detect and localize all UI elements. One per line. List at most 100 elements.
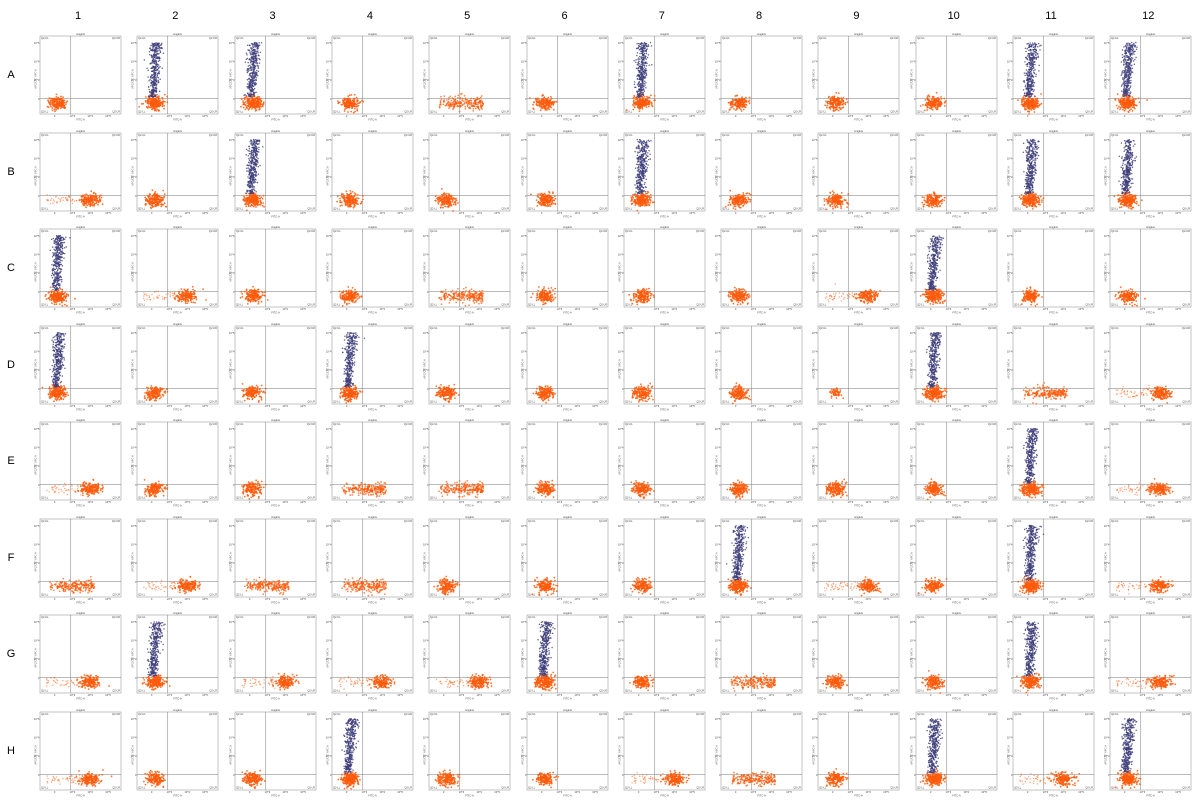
y-tick-label: 10^5 — [34, 137, 40, 141]
event-dot — [729, 104, 732, 107]
event-dot — [1134, 58, 1136, 61]
column-label: 11 — [1036, 10, 1066, 22]
quadrant-label: Q2-LR — [502, 110, 510, 114]
event-dot — [156, 46, 158, 48]
event-dot — [937, 104, 939, 107]
event-dot — [250, 72, 252, 74]
event-dot — [246, 104, 249, 107]
x-axis-label: FITC-A — [466, 118, 475, 122]
event-dot — [251, 47, 253, 49]
event-dot — [1024, 95, 1027, 97]
y-tick-label: 10^3 — [326, 78, 332, 82]
x-axis-label: FITC-A — [368, 118, 377, 122]
event-dot — [250, 86, 252, 88]
event-dot — [49, 103, 51, 106]
event-dot — [1034, 105, 1037, 108]
event-dot — [447, 103, 450, 106]
row-label: F — [2, 552, 20, 564]
event-dot — [337, 102, 339, 105]
event-dot — [1119, 108, 1122, 111]
y-axis-label: APC/CY7 APC-A — [909, 69, 913, 89]
event-dot — [1129, 86, 1132, 89]
event-dot — [154, 71, 156, 74]
event-dot — [833, 110, 836, 113]
event-dot — [1123, 60, 1126, 63]
event-dot — [158, 200, 161, 203]
event-dot — [62, 196, 64, 198]
event-dot — [639, 52, 641, 55]
event-dot — [470, 102, 473, 105]
event-dot — [78, 198, 80, 200]
event-dot — [161, 198, 163, 201]
event-dot — [165, 205, 168, 207]
event-dot — [149, 50, 151, 53]
event-dot — [1027, 107, 1029, 110]
event-dot — [464, 107, 467, 110]
event-dot — [836, 107, 839, 109]
event-dot — [1135, 98, 1137, 101]
event-dot — [1127, 101, 1130, 104]
event-dot — [82, 195, 85, 197]
event-dot — [739, 100, 742, 103]
y-axis-label: APC/CY7 APC-A — [812, 69, 816, 89]
event-dot — [451, 103, 454, 106]
quadrant-label: Q2-UL — [625, 36, 633, 40]
event-dot — [549, 105, 551, 108]
event-dot — [95, 201, 98, 204]
event-dot — [254, 105, 257, 107]
event-dot — [345, 107, 348, 109]
event-dot — [89, 203, 92, 206]
event-dot — [543, 108, 546, 111]
event-dot — [540, 105, 543, 108]
event-dot — [1122, 56, 1124, 59]
event-dot — [100, 196, 103, 198]
event-dot — [55, 194, 57, 197]
event-dot — [147, 99, 150, 102]
event-dot — [731, 103, 733, 105]
event-dot — [1124, 76, 1126, 78]
event-dot — [351, 105, 354, 107]
event-dot — [355, 103, 358, 106]
x-axis-label: FITC-A — [76, 214, 85, 218]
event-dot — [737, 102, 740, 104]
event-dot — [835, 108, 837, 111]
y-tick-label: 0 — [1108, 97, 1110, 101]
event-dot — [638, 93, 640, 96]
event-dot — [159, 195, 161, 198]
event-dot — [632, 99, 635, 102]
event-dot — [1040, 102, 1043, 105]
event-dot — [340, 103, 343, 106]
event-dot — [650, 104, 653, 107]
event-dot — [1124, 80, 1126, 82]
event-dot — [155, 98, 158, 101]
event-dot — [478, 101, 481, 103]
event-dot — [1123, 86, 1126, 88]
event-dot — [249, 52, 251, 55]
event-dot — [641, 64, 643, 66]
event-dot — [637, 96, 640, 98]
y-tick-label: 10^3 — [1104, 78, 1110, 82]
y-tick-label: 10^5 — [423, 41, 429, 45]
event-dot — [1024, 84, 1027, 87]
event-dot — [247, 100, 250, 103]
event-dot — [842, 106, 845, 109]
event-dot — [1026, 85, 1029, 87]
scatter-plot-A10: singlets Q2-UL Q2-UR Q2-LL Q2-LR FITC-A 0 10^3 1… — [909, 30, 999, 122]
event-dot — [356, 102, 359, 105]
x-tick-label: 10^4 — [1158, 114, 1164, 118]
event-dot — [1029, 72, 1031, 74]
event-dot — [1035, 73, 1037, 76]
event-dot — [939, 102, 942, 104]
event-dot — [155, 204, 158, 207]
gate-label: singlets — [271, 32, 280, 36]
y-axis-label: APC/CY7 APC-A — [1104, 69, 1108, 89]
event-dot — [450, 99, 453, 102]
event-dot — [259, 103, 262, 106]
x-tick-label: 0 — [735, 114, 737, 118]
event-dot — [87, 195, 90, 197]
event-dot — [253, 60, 255, 63]
event-dot — [256, 64, 259, 67]
event-dot — [439, 103, 442, 106]
